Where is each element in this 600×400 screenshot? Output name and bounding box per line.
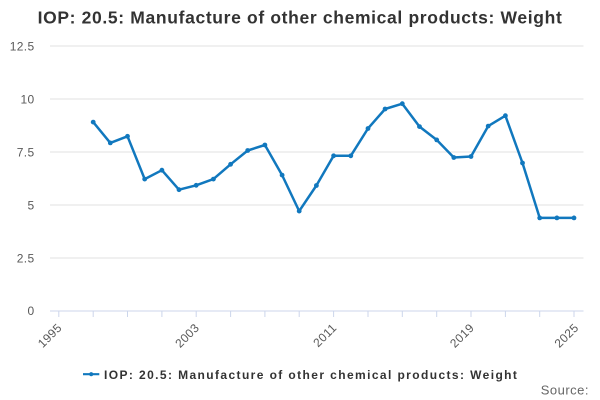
- svg-text:2019: 2019: [447, 321, 477, 351]
- svg-text:7.5: 7.5: [17, 146, 35, 160]
- svg-text:1995: 1995: [35, 321, 65, 351]
- svg-text:IOP: 20.5: Manufacture of othe: IOP: 20.5: Manufacture of other chemical…: [38, 8, 563, 28]
- svg-text:Source:: Source:: [541, 383, 589, 398]
- svg-text:2025: 2025: [552, 321, 582, 351]
- svg-text:12.5: 12.5: [10, 40, 35, 54]
- svg-text:2.5: 2.5: [17, 252, 35, 266]
- svg-text:2011: 2011: [310, 321, 339, 350]
- svg-text:IOP: 20.5: Manufacture of othe: IOP: 20.5: Manufacture of other chemical…: [104, 368, 518, 382]
- svg-text:2003: 2003: [172, 321, 202, 351]
- svg-text:10: 10: [20, 93, 34, 107]
- svg-text:0: 0: [27, 304, 34, 318]
- svg-text:5: 5: [27, 199, 34, 213]
